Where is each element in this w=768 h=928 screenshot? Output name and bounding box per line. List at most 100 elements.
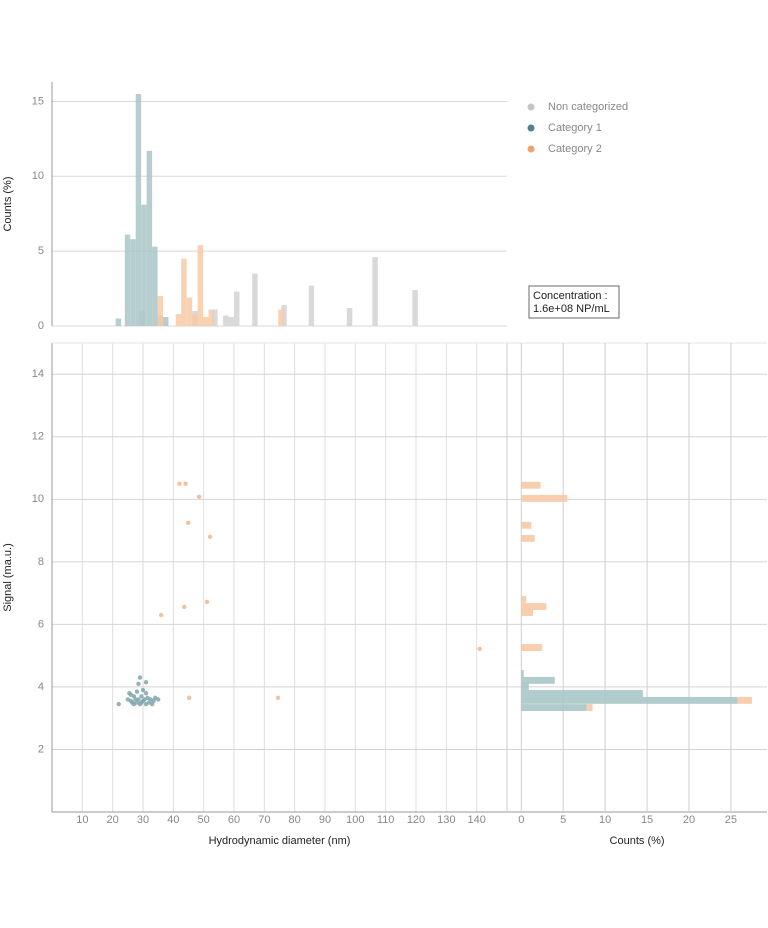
scatter-point [139,694,144,699]
legend-label: Category 1 [548,122,602,134]
y-tick-label: 8 [38,556,44,568]
histogram-bar [115,318,122,326]
y-axis-label: Signal (ma.u.) [2,543,14,611]
histogram-bar [163,317,169,326]
histogram-bar [157,296,164,326]
scatter-point [116,701,121,707]
x-tick-label: 20 [683,814,695,826]
scatter-point [128,692,134,697]
x-tick-label: 60 [228,814,240,826]
histogram-bar [521,670,524,677]
scatter-point [186,695,192,701]
histogram-bar [192,314,198,326]
x-axis-label: Counts (%) [610,835,665,847]
scatter-point [143,690,149,696]
histogram-bar [412,290,418,326]
scatter-point [177,481,182,486]
histogram-bar [175,314,182,326]
y-tick-label: 15 [32,95,44,107]
legend-label: Category 2 [548,143,602,155]
histogram-bar [203,317,209,326]
scatter-point [139,700,144,705]
histogram-bar [146,150,153,326]
scatter-point [182,604,187,610]
histogram-bar [521,690,643,697]
x-tick-label: 0 [518,814,524,826]
annotation: 1.6e+08 NP/mL [533,303,610,315]
histogram-bar [152,246,158,326]
scatter-point [183,481,188,486]
histogram-bar [252,273,258,326]
histogram-bar [521,676,555,684]
histogram-bar [521,696,738,704]
scatter-point [185,520,191,525]
y-tick-label: 4 [38,681,44,693]
x-tick-label: 40 [167,814,179,826]
x-tick-label: 15 [641,814,653,826]
x-tick-label: 80 [289,814,301,826]
histogram-bar [197,245,204,326]
histogram-bar [521,595,527,603]
scatter-point [204,599,210,605]
legend-marker [527,124,535,132]
histogram-bar [281,305,287,326]
histogram-bar [278,309,284,326]
scatter-point [155,697,161,702]
histogram-bar [141,204,147,326]
y-tick-label: 0 [38,320,44,332]
legend-marker [527,103,535,111]
histogram-bar [228,317,234,326]
histogram-bar [521,494,568,502]
histogram-bar [521,704,587,712]
x-tick-label: 130 [437,814,455,826]
x-tick-label: 140 [467,814,485,826]
y-tick-label: 10 [32,170,44,182]
scatter-point [136,681,141,687]
x-tick-label: 20 [107,814,119,826]
legend-marker [527,145,535,153]
scatter-point [159,612,164,618]
histogram-bar [346,308,353,326]
histogram-bar [521,644,543,651]
x-tick-label: 120 [407,814,425,826]
histogram-bar [521,683,529,691]
scatter-point [137,675,143,680]
histogram-bar [186,297,193,326]
y-tick-label: 2 [38,743,44,755]
x-tick-label: 10 [76,814,88,826]
histogram-bar [234,291,240,326]
histogram-bar [124,234,131,326]
x-tick-label: 5 [560,814,566,826]
histogram-bar [521,609,533,616]
scatter-point [207,534,213,540]
y-tick-label: 10 [32,493,44,505]
x-tick-label: 110 [377,814,395,826]
histogram-bar [586,704,593,712]
x-tick-label: 100 [346,814,364,826]
histogram-bar [130,239,136,326]
histogram-bar [181,258,187,326]
legend-label: Non categorized [548,101,628,113]
annotation-box [528,285,620,319]
histogram-bar [212,309,218,326]
y-tick-label: 12 [32,431,44,443]
x-tick-label: 10 [599,814,611,826]
scatter-point [275,695,281,701]
histogram-bar [521,534,535,542]
x-tick-label: 25 [725,814,737,826]
scatter-point [134,689,140,694]
histogram-bar [135,93,142,326]
x-tick-label: 30 [137,814,149,826]
y-tick-label: 14 [32,368,44,380]
scatter-point [140,687,146,693]
scatter-point [136,697,141,702]
y-tick-label: 5 [38,245,44,257]
annotation: Concentration : [533,290,608,302]
histogram-bar [372,257,378,326]
histogram-bar [521,603,547,611]
histogram-bar [521,481,541,489]
y-axis-label: Counts (%) [2,176,14,231]
histogram-bar [223,315,229,326]
